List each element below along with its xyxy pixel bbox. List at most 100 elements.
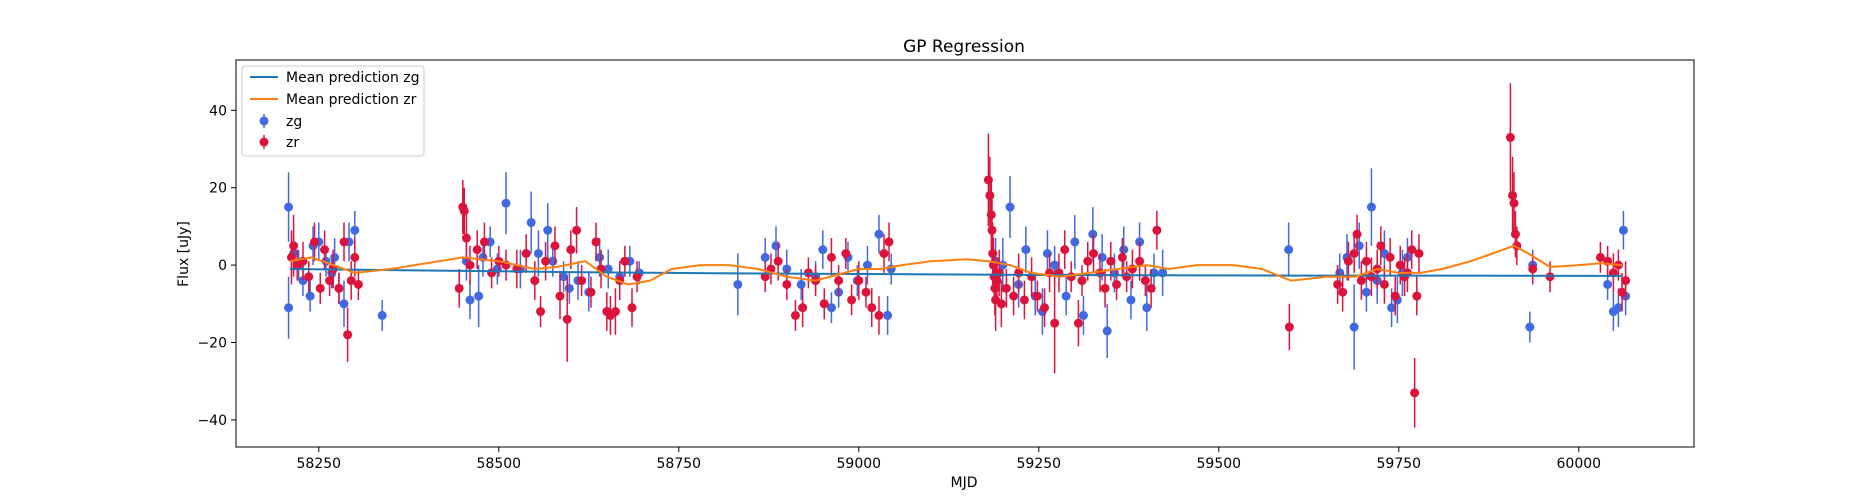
data-point-zr	[325, 276, 335, 286]
data-point-zg	[330, 252, 340, 262]
mean-prediction-line-zr	[289, 244, 1623, 286]
data-point-zg	[501, 198, 511, 208]
data-point-zr	[572, 225, 582, 235]
data-point-zr	[1083, 256, 1093, 266]
data-point-zr	[992, 276, 1002, 286]
data-point-zg	[350, 225, 360, 235]
data-point-zg	[818, 245, 828, 255]
data-point-zr	[819, 299, 829, 309]
data-point-zr	[1505, 132, 1515, 142]
data-point-zg	[1618, 225, 1628, 235]
data-point-zg	[1042, 249, 1052, 258]
data-point-zg	[339, 299, 349, 309]
data-point-zg	[771, 241, 781, 251]
data-point-zr	[854, 276, 864, 286]
data-point-zg	[533, 249, 543, 258]
data-point-zr	[1385, 252, 1395, 262]
data-point-zr	[1032, 291, 1042, 301]
data-point-zg	[526, 218, 536, 228]
data-point-zg	[1284, 245, 1294, 255]
y-tick-label: −20	[197, 336, 227, 352]
data-point-zg	[595, 252, 605, 262]
data-point-zr	[1135, 256, 1145, 266]
data-point-zr	[1117, 252, 1127, 262]
x-tick-label: 60000	[1557, 456, 1602, 472]
data-point-zr	[461, 233, 471, 243]
y-tick-label: −40	[197, 413, 227, 429]
data-point-zg	[862, 260, 872, 270]
data-point-zr	[555, 291, 565, 301]
data-point-zr	[1528, 264, 1538, 274]
data-point-zg	[1102, 326, 1112, 336]
data-point-zg	[465, 295, 475, 305]
data-point-zr	[289, 241, 299, 251]
data-point-zr	[550, 241, 560, 251]
data-point-zr	[454, 283, 464, 293]
data-point-zr	[1001, 283, 1011, 293]
data-point-zg	[874, 229, 884, 239]
data-point-zg	[796, 279, 806, 289]
data-point-zr	[487, 268, 497, 278]
data-point-zr	[1284, 322, 1294, 332]
data-point-zr	[1060, 245, 1070, 255]
y-tick-label: 20	[209, 181, 227, 197]
data-point-zr	[591, 237, 601, 247]
data-point-zr	[1509, 198, 1519, 208]
x-tick-label: 58250	[297, 456, 342, 472]
plot-series	[284, 83, 1631, 428]
data-point-zr	[1019, 295, 1029, 305]
data-point-zg	[760, 252, 770, 262]
data-point-zr	[996, 299, 1006, 309]
data-point-zr	[1395, 260, 1405, 270]
data-point-zr	[627, 303, 637, 313]
data-point-zr	[346, 276, 356, 286]
data-point-zg	[1070, 237, 1080, 247]
data-point-zg	[1050, 260, 1060, 270]
data-point-zg	[1078, 310, 1088, 320]
data-point-zr	[1100, 283, 1110, 293]
data-point-zr	[1152, 225, 1162, 235]
data-point-zr	[472, 245, 482, 255]
data-point-zr	[798, 303, 808, 313]
data-point-zr	[1146, 283, 1156, 293]
data-point-zr	[1376, 241, 1386, 251]
data-point-zg	[1097, 252, 1107, 262]
data-point-zr	[1343, 256, 1353, 266]
data-point-zg	[1005, 202, 1015, 212]
data-point-zr	[879, 249, 889, 258]
data-point-zr	[1122, 272, 1132, 282]
plot-area	[236, 60, 1694, 447]
y-axis: −40 −20 0 20 40	[197, 103, 236, 429]
data-point-zr	[343, 330, 353, 340]
legend-label-mean-zr: Mean prediction zr	[286, 92, 417, 108]
data-point-zr	[884, 237, 894, 247]
data-point-zr	[577, 276, 587, 286]
data-point-zr	[320, 245, 330, 255]
data-point-zr	[339, 237, 349, 247]
data-point-zr	[1009, 291, 1019, 301]
x-tick-label: 58500	[477, 456, 522, 472]
data-point-zr	[521, 249, 531, 258]
data-point-zr	[1106, 256, 1116, 266]
data-point-zr	[1089, 249, 1099, 258]
data-point-zr	[826, 252, 836, 262]
data-point-zr	[315, 283, 325, 293]
x-axis-title: MJD	[951, 475, 978, 491]
legend-label-mean-zg: Mean prediction zg	[286, 70, 420, 86]
data-point-zg	[1349, 322, 1359, 332]
data-point-zr	[1617, 287, 1627, 297]
x-axis: 58250 58500 58750 59000 59250 59500 59750 60000	[297, 447, 1602, 472]
data-point-zr	[861, 287, 871, 297]
data-point-zr	[465, 260, 475, 270]
data-point-zg	[883, 310, 893, 320]
data-point-zg	[1061, 291, 1071, 301]
data-point-zr	[1510, 229, 1520, 239]
data-point-zg	[1354, 241, 1364, 251]
legend-label-zg: zg	[286, 114, 302, 130]
data-point-zr	[834, 276, 844, 286]
data-point-zr	[353, 279, 363, 289]
data-point-zr	[541, 256, 551, 266]
data-point-zg	[564, 283, 574, 293]
data-point-zr	[1338, 287, 1348, 297]
